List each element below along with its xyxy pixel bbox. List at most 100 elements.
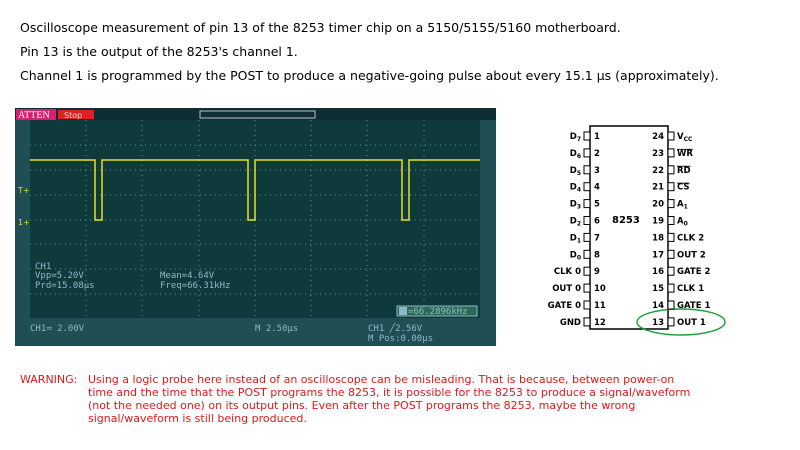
pin-number: 15 bbox=[652, 284, 664, 294]
trigger-marker: T+ bbox=[17, 186, 30, 195]
pin bbox=[583, 165, 591, 175]
pin-name: GATE 2 bbox=[677, 267, 710, 277]
pin-number: 16 bbox=[652, 267, 664, 277]
pin bbox=[667, 317, 675, 327]
pin-number: 11 bbox=[594, 301, 606, 311]
pin-label: D1 bbox=[570, 233, 581, 244]
pin-number: 23 bbox=[652, 149, 664, 159]
pin bbox=[583, 266, 591, 276]
pin-name: GND bbox=[560, 318, 581, 328]
pin-number: 6 bbox=[594, 217, 600, 227]
time-scale: M 2.50µs bbox=[255, 324, 298, 334]
pin-sub: 0 bbox=[577, 254, 581, 261]
pin-label: RD bbox=[677, 166, 691, 176]
pin bbox=[583, 317, 591, 327]
trace bbox=[30, 159, 480, 221]
pin-name: D bbox=[570, 233, 577, 243]
pin bbox=[583, 131, 591, 141]
pin bbox=[583, 216, 591, 225]
pin-name: A bbox=[677, 200, 684, 210]
pin-number: 21 bbox=[652, 183, 664, 193]
pin-name: CS bbox=[677, 183, 690, 193]
counter-box bbox=[396, 305, 478, 317]
pin-number: 13 bbox=[652, 318, 664, 328]
highlight bbox=[636, 308, 726, 336]
memory-bar bbox=[199, 110, 316, 119]
chip-name: 8253 bbox=[612, 215, 640, 226]
prd: Prd=15.08µs bbox=[35, 281, 95, 291]
pin-number: 19 bbox=[652, 217, 664, 227]
pin-number: 9 bbox=[594, 267, 600, 277]
warning-label: WARNING: bbox=[20, 373, 77, 386]
pin bbox=[583, 148, 591, 158]
pin-number: 7 bbox=[594, 233, 600, 243]
warning-line: signal/waveform is still being produced. bbox=[88, 412, 307, 425]
pin bbox=[667, 165, 675, 175]
pin-number: 12 bbox=[594, 318, 606, 328]
ch-label: CH1 bbox=[35, 262, 51, 272]
pin bbox=[583, 232, 591, 242]
pin-label: D0 bbox=[570, 250, 581, 261]
pin-number: 17 bbox=[652, 250, 664, 260]
pin-number: 18 bbox=[652, 233, 664, 243]
pin-number: 22 bbox=[652, 166, 664, 176]
pin bbox=[667, 148, 675, 158]
pin bbox=[583, 249, 591, 259]
pin-label: GND bbox=[560, 318, 581, 328]
pin-label: OUT 0 bbox=[552, 284, 581, 294]
pin-sub: 7 bbox=[577, 136, 581, 143]
pin bbox=[667, 131, 675, 141]
pin bbox=[667, 300, 675, 310]
pin-label: D3 bbox=[570, 200, 581, 211]
counter: =66.2896kHz bbox=[408, 307, 468, 317]
pin-number: 8 bbox=[594, 250, 600, 260]
pin-sub: 1 bbox=[684, 204, 688, 211]
pin-label: CS bbox=[677, 183, 690, 193]
ch-scale: CH1≕ 2.00V bbox=[30, 324, 85, 334]
chip-body bbox=[589, 125, 669, 330]
pin bbox=[667, 182, 675, 192]
trigger-level: CH1 ╱2.56V bbox=[368, 322, 423, 334]
pin-number: 20 bbox=[652, 200, 664, 210]
pin-sub: 4 bbox=[577, 187, 581, 194]
vpp: Vpp=5.20V bbox=[35, 271, 84, 281]
pin-number: 1 bbox=[594, 132, 600, 142]
oscilloscope: ATTEN Stop T+ 1+ CH1 Vpp=5.20V Prd=15.08… bbox=[15, 108, 496, 346]
freq: Freq=66.31kHz bbox=[160, 281, 230, 291]
counter-icon bbox=[399, 307, 407, 315]
scope-topbar bbox=[15, 108, 496, 120]
intro-line: Pin 13 is the output of the 8253's chann… bbox=[20, 44, 298, 59]
pin bbox=[667, 232, 675, 242]
pin-name: V bbox=[677, 132, 684, 142]
pin-label: D2 bbox=[570, 217, 581, 228]
pin-number: 24 bbox=[652, 132, 664, 142]
pin-name: GATE 0 bbox=[548, 301, 581, 311]
pin-name: OUT 1 bbox=[677, 318, 706, 328]
pin-label: A1 bbox=[677, 200, 688, 211]
pin bbox=[667, 283, 675, 293]
pin-label: GATE 0 bbox=[548, 301, 581, 311]
warning-line: (not the needed one) on its output pins.… bbox=[88, 399, 635, 412]
pin-label: CLK 0 bbox=[554, 267, 581, 277]
pin-label: CLK 2 bbox=[677, 233, 704, 243]
pin-name: D bbox=[570, 183, 577, 193]
pin bbox=[583, 182, 591, 192]
pin-label: OUT 2 bbox=[677, 250, 706, 260]
pin-label: VCC bbox=[677, 132, 693, 143]
pin bbox=[667, 249, 675, 259]
channel-marker: 1+ bbox=[18, 218, 30, 227]
pin-label: GATE 2 bbox=[677, 267, 710, 277]
pin-name: D bbox=[570, 250, 577, 260]
pin-name: CLK 0 bbox=[554, 267, 581, 277]
pin-sub: 0 bbox=[684, 221, 688, 228]
pin-sub: 6 bbox=[577, 153, 581, 160]
pin bbox=[583, 300, 591, 310]
warning-line: time and the time that the POST programs… bbox=[88, 386, 690, 399]
pin-name: D bbox=[570, 166, 577, 176]
pin-label: WR bbox=[677, 149, 693, 159]
pin-sub: 3 bbox=[577, 204, 581, 211]
pin-label: CLK 1 bbox=[677, 284, 704, 294]
atten: ATTEN bbox=[18, 110, 50, 121]
pin-number: 10 bbox=[594, 284, 606, 294]
